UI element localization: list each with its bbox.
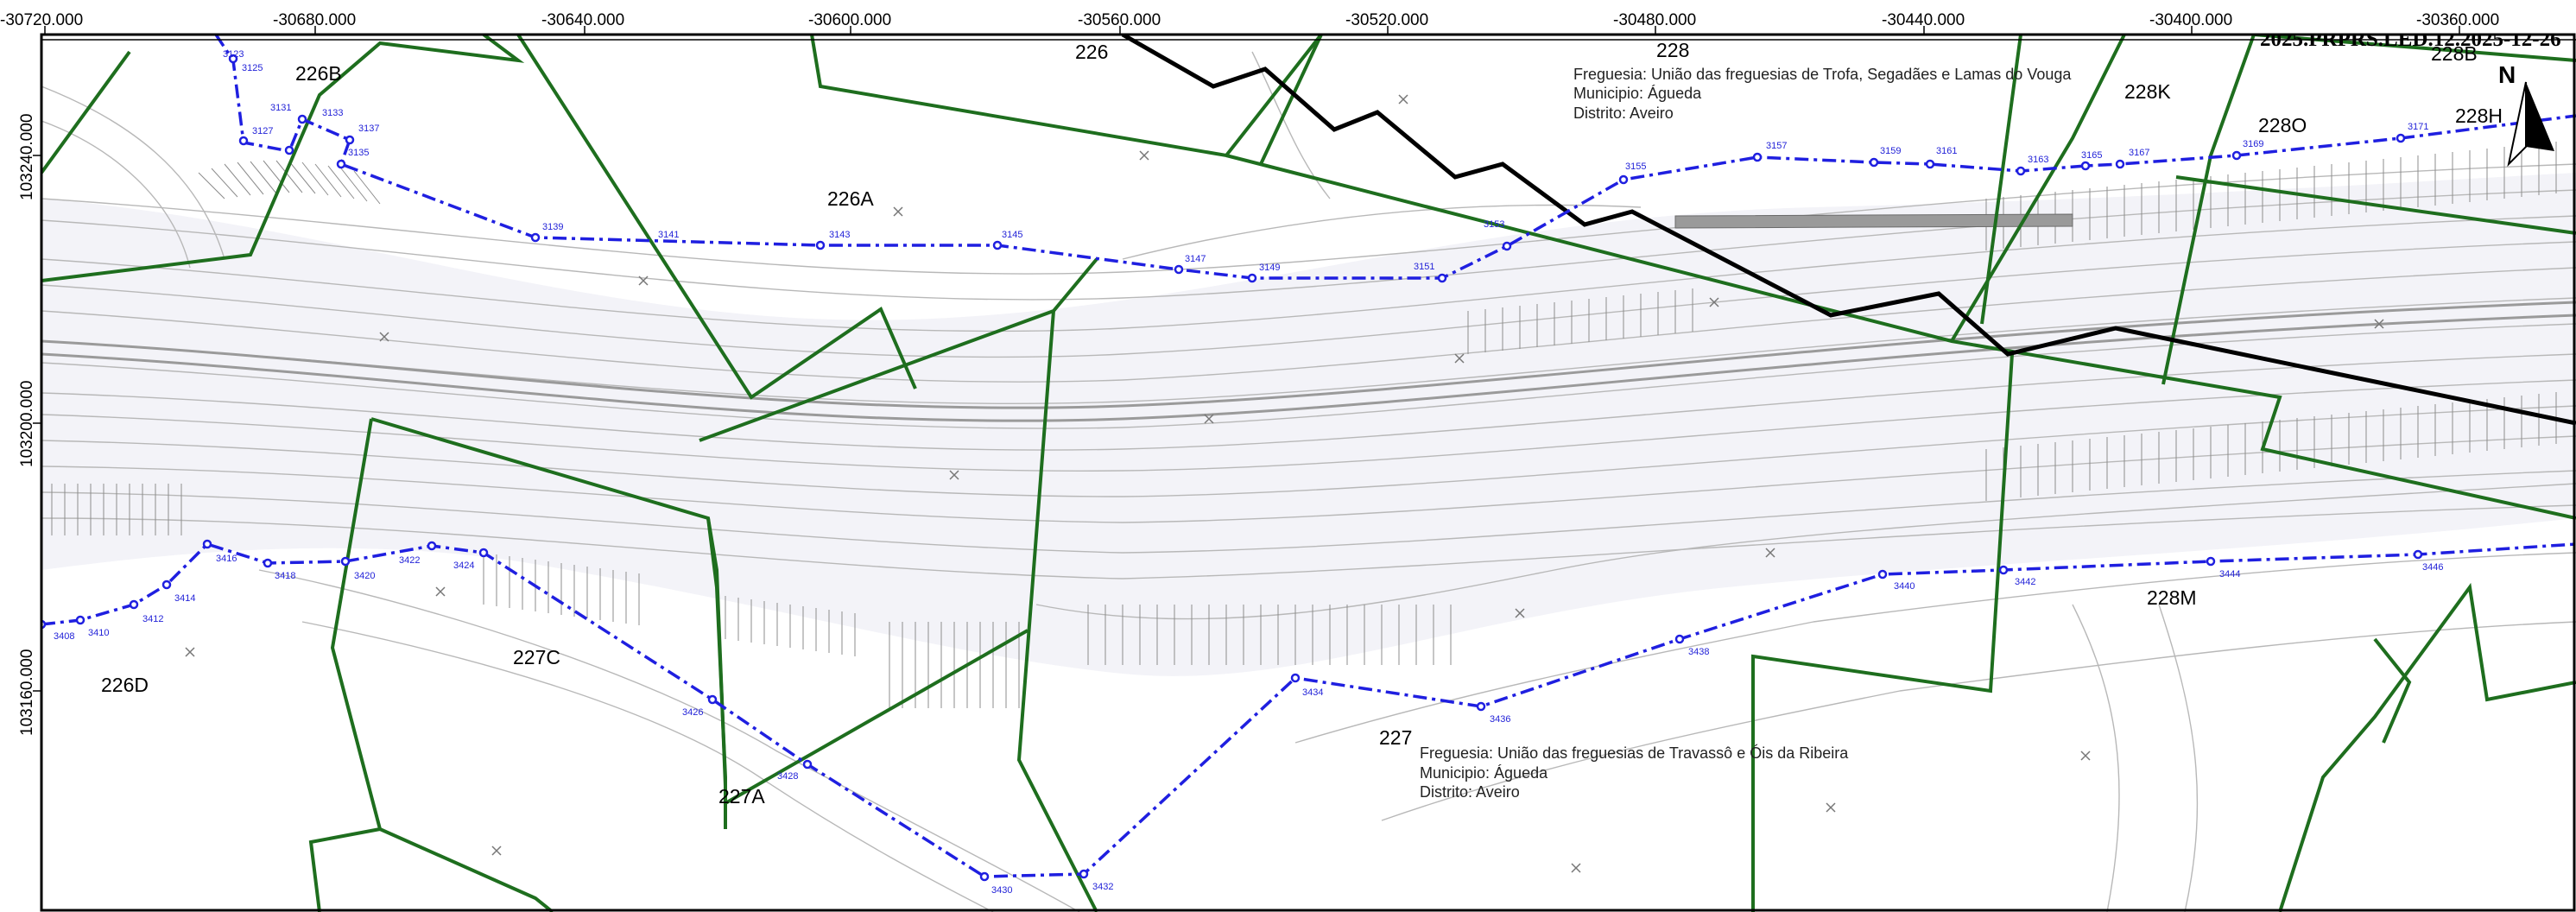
x-tick-label: -30560.000 [1078,11,1161,29]
point-label: 3408 [54,631,74,642]
point-label: 3412 [142,614,163,624]
distrito-name: Distrito: Aveiro [1420,783,1520,801]
municipal-limit-line [1121,35,2576,426]
parcel-boundaries [41,35,2576,912]
point-label: 3149 [1259,263,1280,273]
point-label: 3440 [1894,581,1915,592]
x-tick-label: -30520.000 [1345,11,1428,29]
drawing-code: 2025.PRPRS.LED.12.2025-12-26 [2260,28,2561,51]
y-tick-label: 103200.000 [18,381,36,467]
x-tick-label: -30600.000 [808,11,891,29]
point-label: 3420 [354,571,375,581]
y-axis-coords: 103240.000 103200.000 103160.000 [18,114,41,736]
parcel-labels: 226B 226 228 228K 228O 228B 228H 226A 22… [101,39,2503,808]
parcel-label-228: 228 [1656,39,1689,61]
point-label: 3430 [991,885,1012,896]
point-label: 3133 [322,108,343,118]
parcel-label-226: 226 [1075,41,1108,63]
point-label: 3171 [2408,122,2428,132]
parcel-label-227a: 227A [718,785,765,808]
point-label: 3151 [1414,262,1434,272]
point-label: 3422 [399,555,420,566]
x-tick-label: -30680.000 [273,11,356,29]
parcel-label-226b: 226B [295,62,342,85]
point-label: 3163 [2028,155,2048,165]
freguesia-name: Freguesia: União das freguesias de Trava… [1420,744,1849,762]
y-tick-label: 103240.000 [18,114,36,200]
municipio-name: Municipio: Águeda [1420,764,1548,782]
expropriation-vertices [41,54,2423,882]
point-label: 3410 [88,628,109,638]
point-label: 3143 [829,230,850,240]
point-label: 3165 [2081,150,2102,161]
x-tick-label: -30480.000 [1613,11,1696,29]
point-label: 3442 [2015,577,2035,587]
point-labels-north: 3123 3125 3127 3131 3133 3137 3135 3139 … [223,49,2428,273]
point-label: 3167 [2129,148,2149,158]
road-lanes [41,301,2576,422]
point-label: 3436 [1490,714,1510,725]
x-tick-label: -30720.000 [0,11,83,29]
point-label: 3139 [542,222,563,232]
point-label: 3446 [2422,562,2443,573]
point-label: 3145 [1002,230,1022,240]
bridge-structure [1674,213,2073,229]
point-label: 3141 [658,230,679,240]
point-label: 3424 [453,560,474,571]
point-label: 3414 [174,593,195,604]
municipio-name: Municipio: Águeda [1573,85,1702,102]
point-label: 3135 [348,148,369,158]
freguesia-name: Freguesia: União das freguesias de Trofa… [1573,66,2072,83]
point-label: 3125 [242,63,263,73]
point-label: 3432 [1092,882,1113,892]
parcel-label-228m: 228M [2147,586,2197,609]
point-label: 3131 [270,103,291,113]
parcel-label-228b: 228B [2431,42,2478,65]
point-label: 3127 [252,126,273,136]
expropriation-line-north [214,35,2576,280]
parcel-label-228k: 228K [2124,80,2171,103]
point-label: 3169 [2243,139,2263,149]
point-label: 3418 [275,571,295,581]
y-tick-label: 103160.000 [18,649,36,736]
point-label: 3147 [1185,254,1206,264]
distrito-name: Distrito: Aveiro [1573,104,1674,122]
freguesia-info-south: Freguesia: União das freguesias de Trava… [1420,744,1849,801]
x-axis-coords: -30720.000 -30680.000 -30640.000 -30600.… [0,11,2499,35]
point-label: 3416 [216,554,237,564]
x-tick-label: -30360.000 [2416,11,2499,29]
x-tick-label: -30400.000 [2149,11,2232,29]
point-label: 3434 [1302,687,1323,698]
parcel-label-227c: 227C [513,646,560,668]
point-label: 3123 [223,49,244,60]
survey-marks [185,94,2384,873]
point-label: 3444 [2219,569,2240,580]
point-label: 3137 [358,124,379,134]
x-tick-label: -30640.000 [541,11,624,29]
point-label: 3155 [1625,162,1646,172]
point-label: 3426 [682,707,703,718]
point-labels-south: 3408 3410 3412 3414 3416 3418 3420 3422 … [54,554,2443,896]
point-label: 3438 [1688,647,1709,657]
point-label: 3159 [1880,146,1901,156]
point-label: 3153 [1484,219,1504,230]
point-label: 3161 [1936,146,1957,156]
parcel-label-228h: 228H [2455,104,2503,127]
freguesia-info-north: Freguesia: União das freguesias de Trofa… [1573,66,2072,122]
parcel-label-228o: 228O [2258,114,2307,136]
parcel-label-227: 227 [1379,726,1412,749]
north-label: N [2498,61,2516,88]
point-label: 3428 [777,771,798,782]
map-frame [40,33,2576,912]
parcel-label-226a: 226A [827,187,874,210]
parcel-label-226d: 226D [101,674,149,696]
north-arrow: N [2498,61,2554,168]
point-label: 3157 [1766,141,1787,151]
x-tick-label: -30440.000 [1882,11,1965,29]
